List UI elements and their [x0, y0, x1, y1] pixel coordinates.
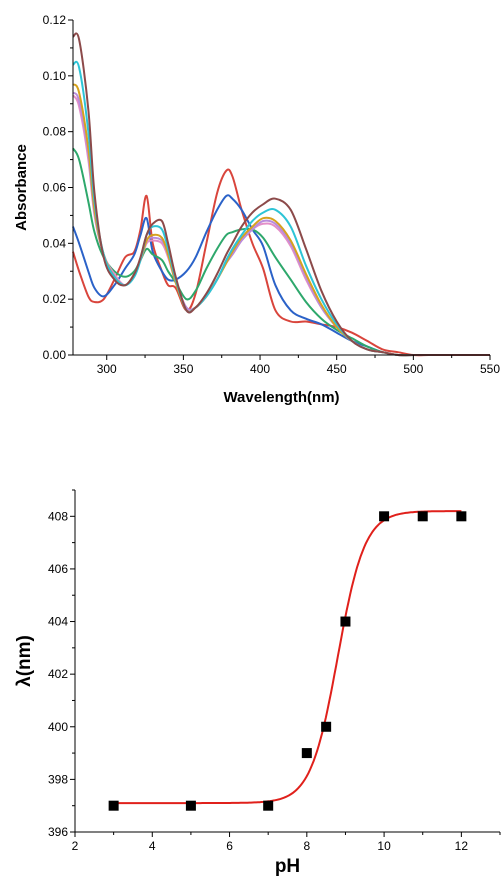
- y-tick-label: 398: [48, 772, 68, 786]
- spectrum-curves: [72, 32, 490, 357]
- data-point: [108, 800, 119, 811]
- x-tick-label: 350: [173, 362, 193, 376]
- x-tick-label: 6: [226, 839, 233, 853]
- y-tick-label: 408: [48, 509, 68, 523]
- spectrum-series-6: [72, 83, 490, 357]
- y-tick-label: 0.10: [43, 69, 67, 83]
- y-tick-label: 0.04: [43, 236, 67, 250]
- x-tick-label: 2: [72, 839, 79, 853]
- x-tick-label: 10: [377, 839, 391, 853]
- y-tick-label: 404: [48, 615, 68, 629]
- spectrum-series-4: [72, 94, 490, 357]
- x-tick-label: 500: [403, 362, 423, 376]
- chart2-ticks: 2 4 6 8 10 12 396 398 400 402 404 406 408: [48, 489, 501, 853]
- x-tick-label: 8: [303, 839, 310, 853]
- y-tick-label: 0.00: [43, 348, 67, 362]
- sigmoid-fit-line: [113, 510, 462, 805]
- y-axis-title: Absorbance: [13, 144, 30, 231]
- x-tick-label: 400: [250, 362, 270, 376]
- data-point: [301, 748, 312, 759]
- y-tick-label: 400: [48, 720, 68, 734]
- x-tick-label: 550: [480, 362, 500, 376]
- y-tick-label: 402: [48, 667, 68, 681]
- chart1-ticks: 300 350 400 450 500 550 0.00 0.02 0.04 0.06 0.08 0.…: [43, 13, 501, 376]
- ph-titration-chart: 2 4 6 8 10 12 396 398 400 402 404 406 408 pH λ(nm): [14, 489, 501, 877]
- y-tick-label: 0.06: [43, 181, 67, 195]
- data-point: [379, 511, 390, 522]
- spectrum-series-3: [72, 147, 490, 357]
- x-axis-title: Wavelength(nm): [223, 389, 339, 406]
- y-axis-title: λ(nm): [14, 635, 35, 687]
- y-tick-label: 396: [48, 825, 68, 839]
- data-point: [340, 616, 351, 627]
- spectrum-series-5: [72, 91, 490, 357]
- data-point: [456, 511, 467, 522]
- x-tick-label: 450: [327, 362, 347, 376]
- absorbance-spectrum-chart: 300 350 400 450 500 550 0.00 0.02 0.04 0.06 0.08 0.…: [13, 13, 500, 406]
- data-point: [321, 721, 332, 732]
- x-axis-title: pH: [275, 856, 300, 877]
- spectrum-series-7: [72, 60, 490, 357]
- y-tick-label: 406: [48, 562, 68, 576]
- y-tick-label: 0.02: [43, 292, 67, 306]
- data-point: [185, 800, 196, 811]
- chart2-axes: [74, 490, 500, 833]
- x-tick-label: 300: [97, 362, 117, 376]
- spectrum-series-8: [72, 32, 490, 357]
- data-point: [263, 800, 274, 811]
- x-tick-label: 12: [455, 839, 469, 853]
- chart1-axes: [72, 20, 490, 356]
- y-tick-label: 0.12: [43, 13, 67, 27]
- data-point: [417, 511, 428, 522]
- x-tick-label: 4: [149, 839, 156, 853]
- y-tick-label: 0.08: [43, 125, 67, 139]
- fit-curve: [113, 510, 462, 805]
- data-points: [108, 511, 467, 811]
- spectrum-series-1: [72, 168, 490, 357]
